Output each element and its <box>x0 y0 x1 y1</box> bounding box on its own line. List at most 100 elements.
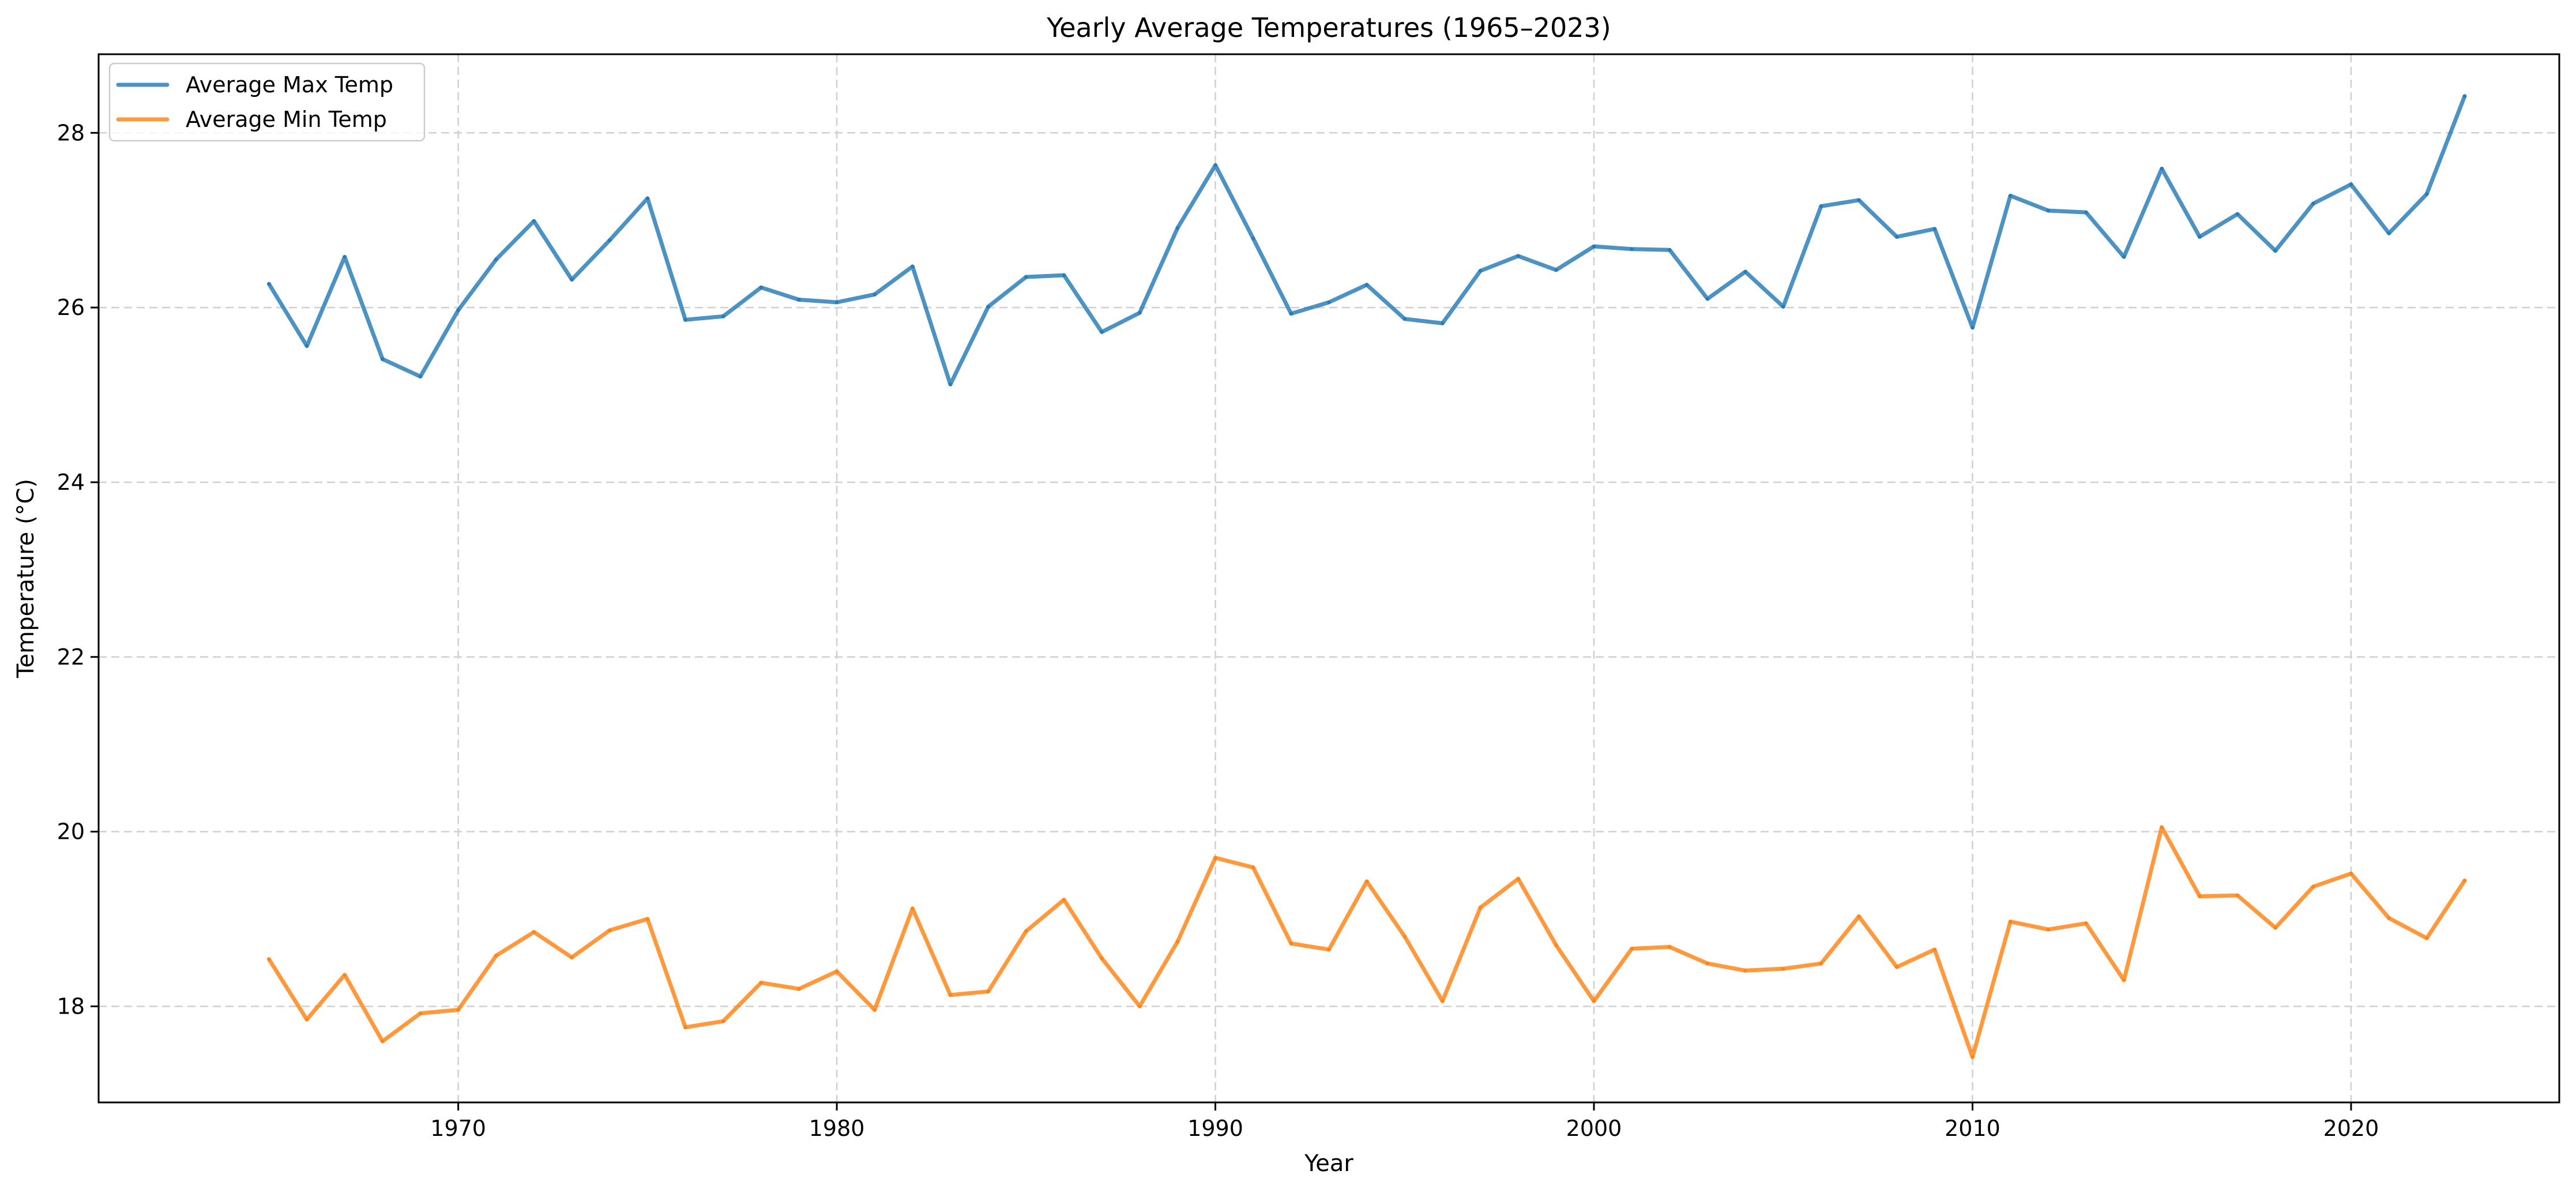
data-point-min <box>1478 906 1483 910</box>
data-point-min <box>1024 929 1028 933</box>
legend: Average Max Temp Average Min Temp <box>108 62 426 142</box>
data-point-max <box>2387 231 2391 235</box>
data-point-min <box>721 1019 725 1023</box>
data-point-max <box>986 305 990 309</box>
data-point-max <box>1705 297 1710 301</box>
data-point-max <box>1932 227 1937 231</box>
data-point-min <box>1289 941 1293 946</box>
series-lines <box>266 94 2467 1059</box>
data-point-max <box>2160 167 2164 171</box>
y-tick-label: 24 <box>57 470 85 495</box>
data-point-max <box>721 314 725 318</box>
x-axis-title: Year <box>1304 1150 1353 1177</box>
data-point-min <box>1668 945 1672 949</box>
data-point-max <box>948 382 953 387</box>
plot-frame <box>97 53 2560 1104</box>
data-point-max <box>1516 254 1520 258</box>
data-point-max <box>304 344 309 348</box>
data-point-min <box>1213 856 1217 860</box>
data-point-min <box>2273 925 2277 930</box>
data-point-min <box>645 917 650 921</box>
x-tick-label: 1980 <box>809 1116 865 1141</box>
y-axis-title: Temperature (°C) <box>13 479 39 678</box>
y-tick-label: 18 <box>57 993 85 1019</box>
data-point-min <box>911 906 915 911</box>
data-point-max <box>2008 194 2013 198</box>
data-point-max <box>1441 321 1445 325</box>
legend-box <box>108 62 426 142</box>
legend-label-min: Average Min Temp <box>186 107 387 132</box>
data-point-max <box>1857 198 1861 202</box>
data-point-max <box>381 357 385 361</box>
y-tick-label: 22 <box>57 644 85 670</box>
data-point-max <box>1327 300 1331 305</box>
data-point-min <box>304 1017 309 1022</box>
data-point-max <box>1554 268 1558 272</box>
data-point-max <box>2122 255 2126 259</box>
data-point-max <box>1781 305 1785 309</box>
data-point-min <box>1819 962 1823 966</box>
data-point-min <box>1743 969 1747 973</box>
data-point-min <box>1630 947 1634 951</box>
data-point-min <box>759 981 764 985</box>
data-point-max <box>494 257 498 262</box>
data-point-min <box>1138 1004 1142 1008</box>
data-point-min <box>1705 962 1710 966</box>
data-point-max <box>1062 273 1066 277</box>
data-point-max <box>2084 210 2088 215</box>
chart-title: Yearly Average Temperatures (1965–2023) <box>1046 12 1611 43</box>
data-point-max <box>759 286 764 290</box>
y-tick-label: 20 <box>57 819 85 845</box>
data-point-max <box>570 277 574 282</box>
data-point-max <box>267 282 271 286</box>
x-tick-label: 2000 <box>1566 1116 1622 1141</box>
data-point-min <box>2046 927 2050 932</box>
data-point-max <box>1138 310 1142 315</box>
data-point-min <box>1402 935 1407 939</box>
data-point-max <box>1630 247 1634 251</box>
data-point-min <box>456 1008 460 1012</box>
data-point-max <box>1970 325 1975 330</box>
data-point-min <box>1062 898 1066 902</box>
data-point-min <box>1932 947 1937 952</box>
data-point-max <box>873 292 877 297</box>
data-point-max <box>645 196 650 201</box>
data-point-min <box>2425 936 2429 940</box>
data-point-min <box>1592 999 1596 1003</box>
data-point-max <box>1592 244 1596 249</box>
data-point-max <box>1364 283 1369 287</box>
data-point-min <box>2349 872 2353 876</box>
data-point-min <box>1894 965 1899 969</box>
data-point-min <box>2160 825 2164 830</box>
data-point-min <box>2008 920 2013 924</box>
y-tick-label: 26 <box>57 295 85 320</box>
data-point-max <box>608 238 612 242</box>
data-point-max <box>1175 226 1180 230</box>
data-point-min <box>267 957 271 961</box>
data-point-min <box>683 1025 687 1029</box>
data-point-max <box>418 374 423 378</box>
data-point-max <box>2311 201 2315 206</box>
data-point-max <box>1289 312 1293 316</box>
data-point-max <box>1402 317 1407 321</box>
x-tick-label: 2020 <box>2323 1116 2379 1141</box>
data-point-min <box>570 955 574 959</box>
x-tick-label: 1970 <box>430 1116 486 1141</box>
data-point-min <box>1175 940 1180 944</box>
data-point-min <box>1364 879 1369 884</box>
data-point-min <box>2235 893 2240 898</box>
data-point-max <box>2046 208 2050 213</box>
data-point-max <box>2198 235 2202 239</box>
data-point-max <box>2273 249 2277 253</box>
data-point-min <box>532 930 536 934</box>
data-point-max <box>797 298 801 302</box>
data-point-max <box>456 308 460 312</box>
data-point-max <box>1213 163 1217 167</box>
data-point-min <box>1516 877 1520 881</box>
data-point-min <box>834 969 839 974</box>
data-point-max <box>1894 235 1899 239</box>
data-point-min <box>1441 999 1445 1003</box>
data-point-max <box>2425 192 2429 196</box>
